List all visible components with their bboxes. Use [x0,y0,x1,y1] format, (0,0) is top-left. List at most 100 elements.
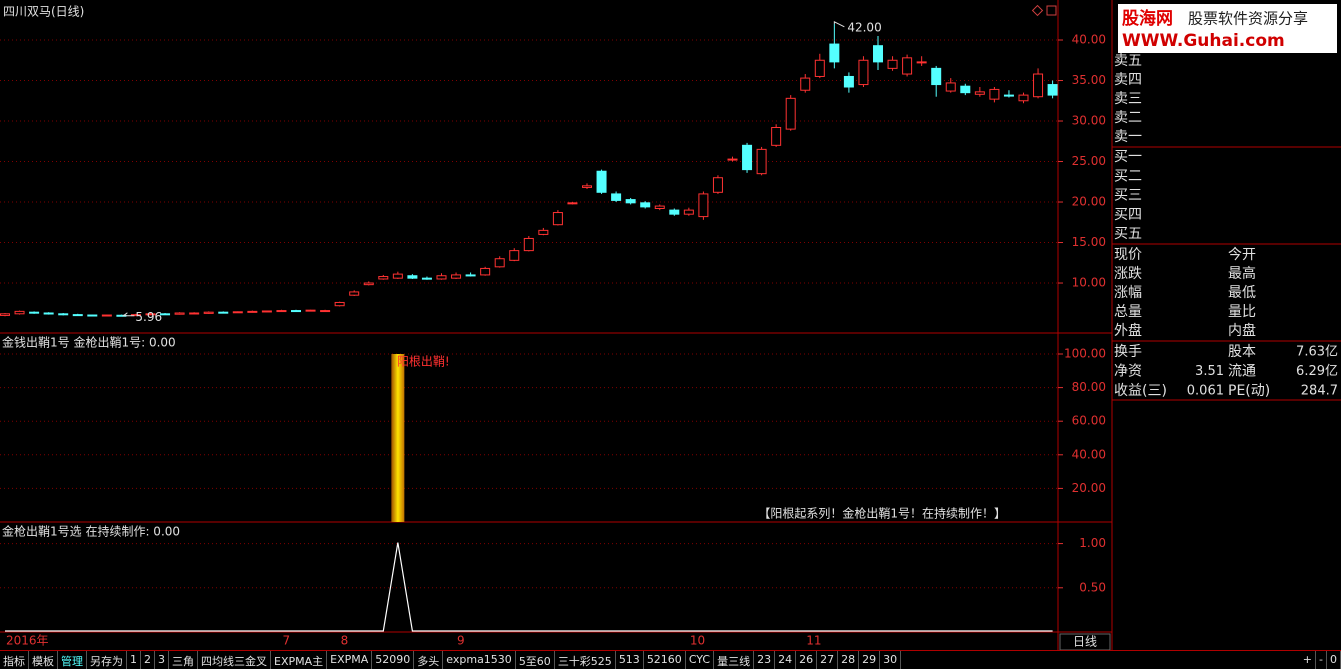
candle-body [742,144,753,171]
toolbar-button[interactable]: 26 [796,651,818,669]
candle-body [334,301,345,307]
panel-title: 金钱出鞘1号 金枪出鞘1号: 0.00 [2,335,176,350]
candle-body [698,193,709,218]
y-tick-label: 30.00 [1072,114,1106,128]
toolbar-control[interactable]: + [1300,651,1317,669]
toolbar-button[interactable]: 另存为 [87,651,127,669]
candle-body [902,57,913,75]
fund-label: 收益(三) [1114,383,1167,399]
panel-note: 【阳根起系列！金枪出鞘1号！在持续制作！】 [758,506,1006,521]
x-tick-label: 2016年 [6,634,49,648]
candle-body [232,311,243,314]
candle-body [858,59,869,86]
fund-value: 284.7 [1301,384,1338,399]
toolbar-control[interactable]: 0 [1327,651,1341,669]
quote-label: 外盘 [1114,322,1142,339]
y-tick-label: 15.00 [1072,235,1106,249]
fund-label: 净资 [1114,364,1142,380]
toolbar-button[interactable]: 四均线三金叉 [198,651,271,669]
candle-body [72,314,83,317]
candle-body [465,274,476,277]
candle-body [654,205,665,209]
toolbar-button[interactable]: 3 [155,651,169,669]
candle-body [1018,94,1029,102]
window-title: 四川双马(日线) [3,5,84,19]
candle-body [843,75,854,88]
order-buy: 买二 [1114,168,1142,184]
toolbar-control[interactable]: - [1316,651,1327,669]
y-tick-label: 25.00 [1072,154,1106,168]
y-tick-label: 20.00 [1072,195,1106,209]
toolbar-button[interactable]: 52160 [644,651,686,669]
logo-name: 股海网 [1122,8,1173,29]
candle-body [683,209,694,215]
candle-body [712,177,723,193]
x-tick-label: 8 [341,634,349,648]
toolbar-button[interactable]: 27 [817,651,839,669]
candle-body [1003,94,1014,97]
candle-body [640,202,651,208]
toolbar-button[interactable]: 24 [775,651,797,669]
indicator-line [5,542,1053,632]
y-tick-label: 20.00 [1072,481,1106,495]
x-tick-label: 10 [690,634,705,648]
toolbar-button[interactable]: 三十彩525 [555,651,616,669]
logo-url: WWW.Guhai.com [1122,31,1285,51]
candle-body [1047,84,1058,96]
toolbar-button[interactable]: 52090 [372,651,415,669]
toolbar-button[interactable]: 29 [859,651,881,669]
candle-body [349,291,360,296]
toolbar-button[interactable]: expma1530 [443,651,516,669]
candle-body [378,276,389,280]
toolbar-button[interactable]: 量三线 [714,651,755,669]
x-tick-label: 11 [806,634,821,648]
candle-body [130,314,141,317]
toolbar-button[interactable]: 28 [838,651,860,669]
toolbar-button[interactable]: 三角 [169,651,198,669]
toolbar-button[interactable]: 1 [127,651,141,669]
candle-body [203,311,214,314]
candle-body [873,45,883,63]
toolbar-button[interactable]: 模板 [29,651,58,669]
icon-window[interactable] [1046,5,1057,16]
quote-label: 涨幅 [1114,285,1142,301]
order-sell: 卖四 [1114,72,1142,88]
bar [391,354,405,522]
toolbar-button[interactable]: 513 [616,651,644,669]
toolbar-button[interactable]: EXPMA [327,651,373,669]
y-tick-label: 35.00 [1072,73,1106,87]
candle-body [436,275,447,280]
bar-annotation: 阳根出鞘! [397,355,450,369]
fund-value: 0.061 [1187,384,1224,399]
candle-body [174,312,185,315]
candle-body [87,314,98,317]
period-label[interactable]: 日线 [1073,635,1097,649]
toolbar-button[interactable]: CYC [686,651,715,669]
y-tick-label: 40.00 [1072,33,1106,47]
toolbar-button[interactable]: 指标 [0,651,29,669]
toolbar-button[interactable]: 管理 [58,651,87,669]
candle-body [320,310,331,313]
quote-label: 涨跌 [1114,266,1142,282]
candle-body [829,43,840,63]
toolbar-button[interactable]: 多头 [414,651,444,669]
toolbar-button[interactable]: 5至60 [516,651,555,669]
toolbar: 指标 模板 管理 另存为 1 2 3 三角 四均线三金叉 EXPMA主 EXPMA 52090 多头 ex… [0,650,1341,669]
min-label: 5.96 [135,310,162,324]
candle-body [814,59,825,77]
max-label: 42.00 [847,20,881,34]
candle-body [101,314,112,317]
period-box[interactable] [1059,633,1111,650]
toolbar-button[interactable]: 23 [754,651,776,669]
quote-label: 量比 [1228,304,1256,320]
candle-body [611,193,622,201]
candle-body [494,258,505,268]
toolbar-button[interactable]: 30 [880,651,902,669]
toolbar-button[interactable]: EXPMA主 [271,651,328,669]
candle-body [552,212,563,226]
candle-body [189,312,200,315]
max-pointer [833,21,845,28]
toolbar-button[interactable]: 2 [141,651,155,669]
icon-diamond[interactable] [1031,4,1044,17]
candle-body [0,313,10,316]
